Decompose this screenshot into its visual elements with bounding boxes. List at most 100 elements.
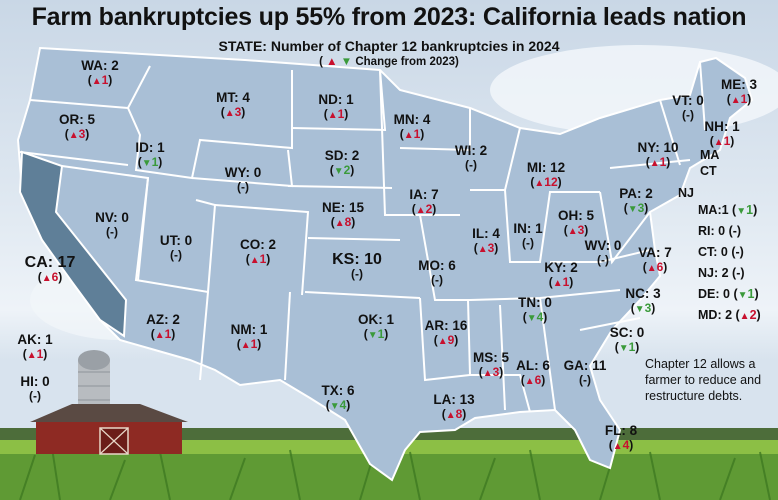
state-hi-change: (-) <box>28 389 41 403</box>
state-label-va: VA: 7 (▲6) <box>638 245 672 276</box>
state-label-mi: MI: 12 (▲12) <box>527 160 565 191</box>
state-ca-count: CA: 17 <box>24 254 76 271</box>
side-item-de: DE: 0 (▼1) <box>698 287 759 301</box>
state-va-count: VA: 7 <box>638 245 672 260</box>
up-triangle-icon: ▲ <box>403 130 414 141</box>
state-ms-change-value: 3 <box>492 365 500 379</box>
side-ma-change: (▼1) <box>732 203 758 217</box>
state-nd-change: (▲1) <box>323 107 349 121</box>
state-ut-change: (-) <box>169 248 182 262</box>
decrease-triangle-icon: ▼ <box>340 56 353 68</box>
state-wi-change: (-) <box>465 158 477 172</box>
up-triangle-icon: ▲ <box>91 76 102 87</box>
state-il-change: (▲3) <box>473 241 499 255</box>
state-nh-change-value: 1 <box>723 134 731 148</box>
state-tx-change: (▼4) <box>325 398 351 412</box>
state-ga-count: GA: 11 <box>563 358 607 373</box>
state-label-tx: TX: 6 (▼4) <box>321 383 354 414</box>
state-nd-count: ND: 1 <box>318 92 354 107</box>
state-label-mt: MT: 4 (▲3) <box>216 90 250 121</box>
state-fl-change-value: 4 <box>622 438 630 452</box>
state-ny-change: (▲1) <box>645 155 671 169</box>
state-al-count: AL: 6 <box>516 358 550 373</box>
side-ma-count: MA:1 <box>698 203 733 217</box>
state-ms-change: (▲3) <box>478 365 504 379</box>
state-sc-change: (▼1) <box>614 340 640 354</box>
state-ok-change-value: 1 <box>377 327 385 341</box>
state-mn-count: MN: 4 <box>393 112 431 127</box>
state-nm-change-value: 1 <box>250 337 258 351</box>
state-mt-change-value: 3 <box>234 105 242 119</box>
down-triangle-icon: ▼ <box>141 158 152 169</box>
state-ok-change: (▼1) <box>363 327 389 341</box>
state-or-change-value: 3 <box>78 127 86 141</box>
state-label-in: IN: 1 (-) <box>513 221 542 251</box>
up-triangle-icon: ▲ <box>713 137 724 148</box>
state-al-change-value: 6 <box>534 373 542 387</box>
state-nc-change-value: 3 <box>644 301 652 315</box>
up-triangle-icon: ▲ <box>26 350 37 361</box>
state-az-change-value: 1 <box>164 327 172 341</box>
side-md-change: (▲2) <box>735 308 761 322</box>
state-ga-change: (-) <box>579 373 591 387</box>
state-in-count: IN: 1 <box>513 221 543 236</box>
state-wv-count: WV: 0 <box>584 238 622 253</box>
state-nh-change: (▲1) <box>709 134 735 148</box>
state-mi-change: (▲12) <box>530 175 562 189</box>
state-sd-change-value: 2 <box>343 163 351 177</box>
abbr-ma: MA <box>700 148 720 162</box>
red-barn <box>30 404 188 455</box>
state-label-ks: KS: 10 (-) <box>332 252 382 282</box>
state-wa-change-value: 1 <box>101 73 109 87</box>
state-label-nv: NV: 0 (-) <box>95 210 129 240</box>
state-mn-change-value: 1 <box>413 127 421 141</box>
down-triangle-icon: ▼ <box>333 166 344 177</box>
state-oh-count: OH: 5 <box>557 208 595 223</box>
state-ny-change-value: 1 <box>659 155 667 169</box>
state-ak-count: AK: 1 <box>17 332 53 347</box>
state-tx-change-value: 4 <box>339 398 347 412</box>
up-triangle-icon: ▲ <box>41 273 52 284</box>
state-me-change: (▲1) <box>726 92 752 106</box>
state-ms-count: MS: 5 <box>472 350 510 365</box>
state-ne-count: NE: 15 <box>321 200 365 215</box>
state-mt-count: MT: 4 <box>216 90 250 105</box>
state-ky-count: KY: 2 <box>544 260 578 275</box>
legend-open-paren: ( <box>319 56 323 68</box>
state-label-nh: NH: 1 (▲1) <box>704 119 739 150</box>
state-ia-change-value: 2 <box>425 202 433 216</box>
state-mi-count: MI: 12 <box>526 160 566 175</box>
state-wy-change: (-) <box>237 180 249 194</box>
up-triangle-icon: ▲ <box>730 95 741 106</box>
state-hi-count: HI: 0 <box>20 374 50 389</box>
state-label-ky: KY: 2 (▲1) <box>544 260 578 291</box>
state-mt-change: (▲3) <box>220 105 246 119</box>
state-il-count: IL: 4 <box>472 226 500 241</box>
state-pa-change-value: 3 <box>637 201 645 215</box>
state-nc-change: (▼3) <box>630 301 656 315</box>
state-label-sd: SD: 2 (▼2) <box>325 148 360 179</box>
state-la-change-value: 8 <box>455 407 463 421</box>
side-ct-count: CT: 0 <box>698 245 732 259</box>
up-triangle-icon: ▲ <box>415 205 426 216</box>
state-ks-count: KS: 10 <box>332 251 382 268</box>
abbr-ct: CT <box>700 164 717 178</box>
state-nd-change-value: 1 <box>337 107 345 121</box>
state-mi-change-value: 12 <box>544 175 558 189</box>
state-label-ms: MS: 5 (▲3) <box>473 350 509 381</box>
state-ne-change: (▲8) <box>330 215 356 229</box>
state-ok-count: OK: 1 <box>357 312 395 327</box>
state-label-ut: UT: 0 (-) <box>160 233 192 263</box>
side-nj-change: (-) <box>732 266 745 280</box>
change-legend: ( ▲ ▼ Change from 2023) <box>0 56 778 68</box>
state-pa-count: PA: 2 <box>619 186 653 201</box>
state-wy-count: WY: 0 <box>224 165 262 180</box>
state-sd-count: SD: 2 <box>324 148 360 163</box>
state-wi-count: WI: 2 <box>454 143 488 158</box>
state-vt-change: (-) <box>681 108 694 122</box>
side-ri-count: RI: 0 <box>698 224 729 238</box>
state-label-ca: CA: 17 (▲6) <box>25 255 76 286</box>
state-label-la: LA: 13 (▲8) <box>433 392 474 423</box>
state-label-pa: PA: 2 (▼3) <box>619 186 653 217</box>
state-or-count: OR: 5 <box>58 112 96 127</box>
